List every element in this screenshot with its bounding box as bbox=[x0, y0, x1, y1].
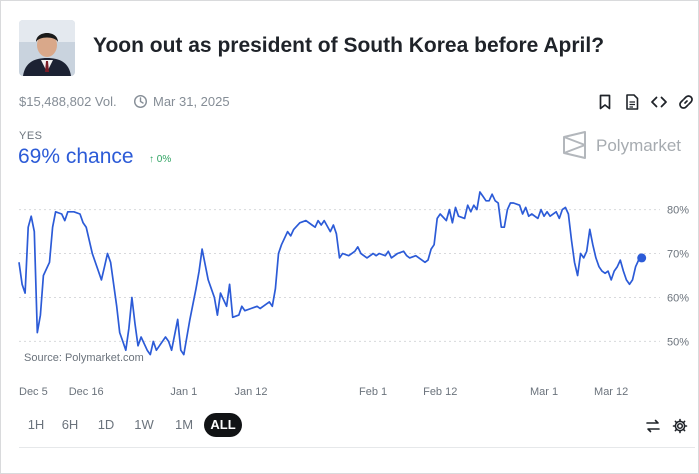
last-point bbox=[637, 253, 647, 263]
brand-name: Polymarket bbox=[596, 136, 682, 155]
series-line bbox=[18, 191, 643, 356]
change-value: 0% bbox=[156, 154, 172, 165]
source-note: Source: Polymarket.com bbox=[24, 352, 144, 364]
x-tick-label: Dec 16 bbox=[69, 386, 104, 398]
x-tick-label: Dec 5 bbox=[19, 386, 48, 398]
link-icon[interactable] bbox=[677, 93, 695, 111]
x-tick-label: Jan 1 bbox=[170, 386, 197, 398]
x-tick-label: Jan 12 bbox=[234, 386, 267, 398]
bottom-divider bbox=[19, 447, 695, 448]
clock-icon bbox=[133, 94, 148, 109]
x-tick-label: Mar 1 bbox=[530, 386, 558, 398]
y-tick-label: 50% bbox=[667, 336, 689, 348]
range-button-all[interactable]: ALL bbox=[204, 413, 242, 437]
polymarket-logo-icon bbox=[563, 131, 586, 159]
range-button-6h[interactable]: 6H bbox=[61, 417, 79, 432]
x-tick-label: Mar 12 bbox=[594, 386, 628, 398]
price-chart: 50% 60% 70% 80% Dec 5 Dec 16 Jan 1 Jan 12 Feb 1… bbox=[18, 191, 689, 398]
range-button-1w[interactable]: 1W bbox=[134, 417, 154, 432]
document-icon[interactable] bbox=[623, 93, 641, 111]
chance-value: 69% chance bbox=[18, 145, 134, 168]
volume-text: $15,488,802 Vol. bbox=[19, 94, 117, 109]
gear-icon[interactable] bbox=[672, 418, 688, 434]
market-title: Yoon out as president of South Korea bef… bbox=[93, 34, 605, 57]
code-icon[interactable] bbox=[650, 93, 668, 111]
outcome-label: YES bbox=[19, 130, 43, 142]
market-avatar bbox=[19, 20, 75, 76]
y-tick-label: 80% bbox=[667, 205, 689, 217]
end-date-text: Mar 31, 2025 bbox=[153, 94, 230, 109]
swap-arrows-icon[interactable] bbox=[645, 418, 661, 434]
range-button-1m[interactable]: 1M bbox=[174, 417, 194, 432]
range-button-1h[interactable]: 1H bbox=[27, 417, 45, 432]
y-tick-label: 70% bbox=[667, 249, 689, 261]
x-tick-label: Feb 12 bbox=[423, 386, 457, 398]
change-badge: ↑ 0% bbox=[149, 154, 171, 165]
bookmark-icon[interactable] bbox=[596, 93, 614, 111]
x-tick-label: Feb 1 bbox=[359, 386, 387, 398]
range-button-1d[interactable]: 1D bbox=[97, 417, 115, 432]
y-tick-label: 60% bbox=[667, 292, 689, 304]
arrow-up-icon: ↑ bbox=[149, 154, 154, 165]
